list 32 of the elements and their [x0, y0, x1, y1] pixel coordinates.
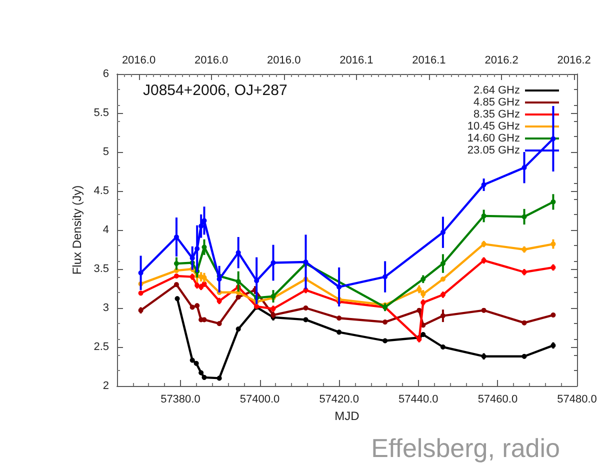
y-tick-label: 4	[102, 224, 109, 236]
x-axis-title: MJD	[334, 408, 360, 423]
x2-tick-label: 2016.0	[267, 54, 301, 66]
legend-label: 4.85 GHz	[474, 96, 520, 108]
y-tick-label: 5	[102, 146, 109, 158]
y-tick-label: 2.5	[94, 341, 109, 353]
legend-label: 8.35 GHz	[474, 108, 520, 120]
y-axis-title: Flux Density (Jy)	[70, 185, 84, 275]
y-tick-label: 2	[102, 380, 109, 392]
x2-tick-label: 2016.0	[194, 54, 228, 66]
x-tick-label: 57480.0	[557, 394, 597, 406]
y-tick-label: 3.5	[94, 263, 109, 275]
legend-label: 10.45 GHz	[467, 120, 520, 132]
y-tick-label: 6	[102, 68, 109, 80]
text: J0854+2006, OJ+287	[143, 82, 288, 99]
x-tick-label: 57420.0	[319, 394, 359, 406]
x2-tick-label: 2016.2	[484, 54, 518, 66]
x2-tick-label: 2016.1	[340, 54, 374, 66]
x-tick-label: 57380.0	[160, 394, 200, 406]
x-tick-label: 57400.0	[240, 394, 280, 406]
x-tick-label: 57440.0	[398, 394, 438, 406]
x2-tick-label: 2016.2	[557, 54, 591, 66]
y-tick-label: 5.5	[94, 107, 109, 119]
legend-label: 2.64 GHz	[474, 84, 520, 96]
x2-tick-label: 2016.1	[412, 54, 446, 66]
y-tick-label: 4.5	[94, 185, 109, 197]
x-tick-label: 57460.0	[478, 394, 518, 406]
x2-tick-label: 2016.0	[122, 54, 156, 66]
text: Effelsberg, radio	[371, 433, 560, 463]
y-tick-label: 3	[102, 302, 109, 314]
legend-label: 23.05 GHz	[467, 144, 520, 156]
legend-label: 14.60 GHz	[467, 132, 520, 144]
